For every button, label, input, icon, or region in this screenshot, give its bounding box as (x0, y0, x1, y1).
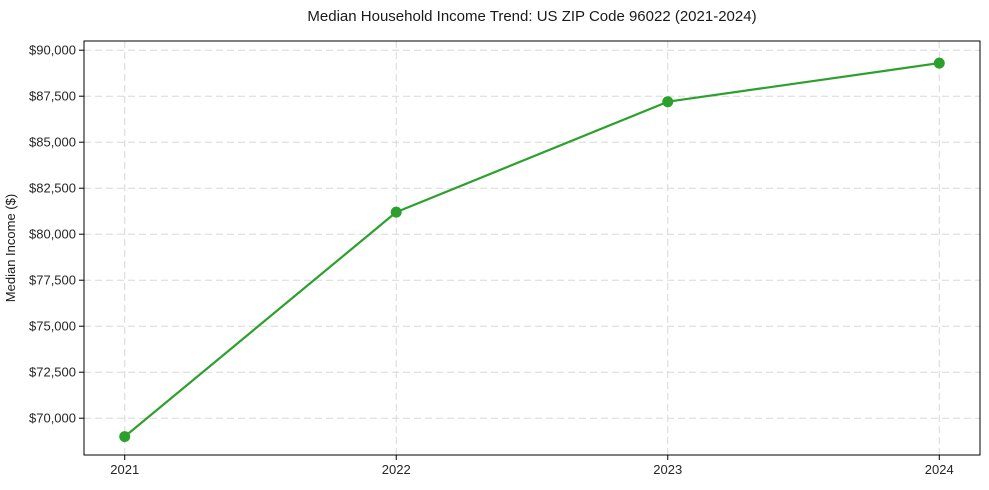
x-tick-label: 2021 (110, 462, 139, 477)
y-tick-label: $85,000 (29, 135, 76, 150)
y-tick-label: $75,000 (29, 319, 76, 334)
chart-title: Median Household Income Trend: US ZIP Co… (307, 8, 756, 25)
x-tick-label: 2024 (925, 462, 954, 477)
x-tick-label: 2023 (653, 462, 682, 477)
y-tick-label: $70,000 (29, 411, 76, 426)
y-tick-label: $80,000 (29, 227, 76, 242)
data-point (390, 206, 402, 218)
x-tick-label: 2022 (382, 462, 411, 477)
data-point (662, 96, 674, 108)
y-tick-label: $82,500 (29, 181, 76, 196)
axis-tick-labels: $70,000 $72,500 $75,000 $77,500 $80,000 $82,5… (29, 43, 954, 477)
data-point (119, 431, 131, 443)
y-axis-label: Median Income ($) (3, 194, 18, 302)
y-tick-label: $87,500 (29, 89, 76, 104)
plot-frame (83, 40, 981, 456)
gridlines (84, 41, 980, 455)
trend-line (123, 61, 941, 438)
axis-ticks (79, 49, 940, 460)
y-tick-label: $72,500 (29, 365, 76, 380)
line-series (119, 57, 945, 443)
y-tick-label: $77,500 (29, 273, 76, 288)
y-tick-label: $90,000 (29, 43, 76, 58)
data-point (933, 57, 945, 69)
